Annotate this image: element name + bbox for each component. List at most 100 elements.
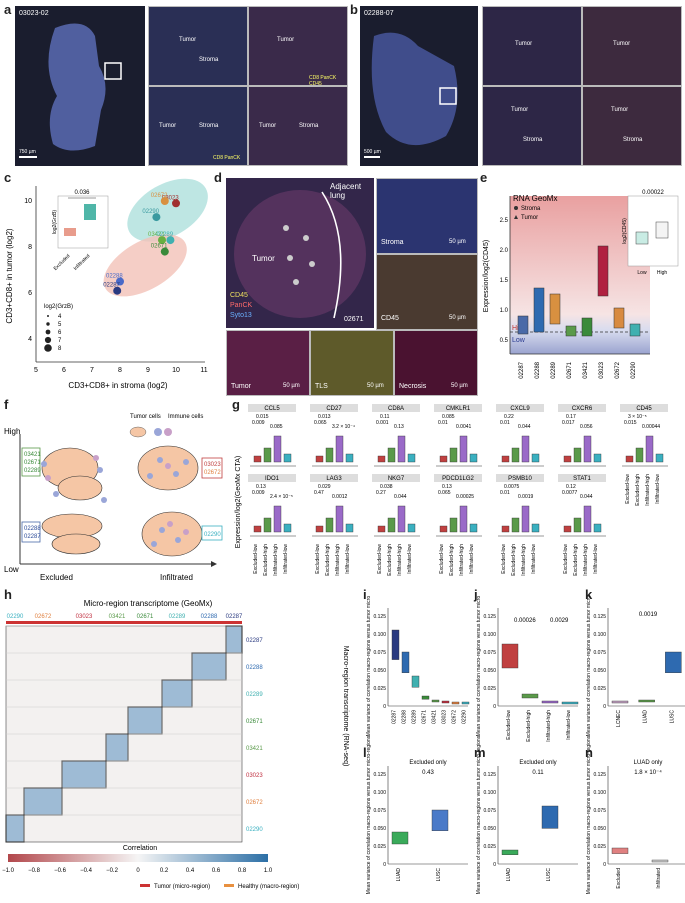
small-ytick: 0.025 bbox=[593, 686, 606, 692]
small-pvalue: 1.8 × 10⁻⁴ bbox=[634, 769, 662, 776]
small-xtick: 02289 bbox=[412, 710, 418, 724]
necrosis-label: Necrosis bbox=[399, 383, 427, 390]
stroma-label: Stroma bbox=[523, 137, 543, 143]
small-pvalue: 0.00026 bbox=[514, 618, 536, 624]
small-ytick: 0.125 bbox=[483, 772, 496, 778]
h-colorbar-tick: 0.4 bbox=[186, 868, 195, 874]
g-facet-header bbox=[434, 404, 482, 412]
c-point-label: 02288 bbox=[106, 274, 123, 280]
syto13-legend: Syto13 bbox=[230, 312, 252, 319]
tissue-section bbox=[371, 32, 458, 146]
c-point bbox=[152, 213, 161, 222]
small-box bbox=[651, 859, 669, 863]
g-box bbox=[407, 523, 416, 533]
panel-label-k: k bbox=[585, 587, 593, 602]
small-ytick: 0.125 bbox=[593, 772, 606, 778]
c-point-label: 02671 bbox=[151, 244, 168, 250]
g-group-label: Infiltrated-low bbox=[407, 544, 413, 574]
h-colorbar-tick: −0.8 bbox=[28, 868, 41, 874]
tumor-cell-icon bbox=[129, 426, 147, 438]
small-box bbox=[638, 699, 655, 703]
f-group-tr-2: 02672 bbox=[204, 470, 221, 476]
g-box bbox=[573, 517, 582, 533]
g-facet-header bbox=[558, 404, 606, 412]
small-box bbox=[441, 700, 450, 704]
e-xtick: 02289 bbox=[551, 361, 557, 378]
g-group-label: Excluded-high bbox=[573, 544, 579, 576]
c-ytick: 4 bbox=[28, 336, 32, 343]
small-ytick: 0.075 bbox=[483, 808, 496, 814]
e-inset-box-low bbox=[635, 231, 649, 245]
h-diagonal-cell bbox=[105, 733, 129, 762]
f-low-label: Low bbox=[4, 565, 19, 574]
g-box bbox=[253, 455, 262, 463]
c-point bbox=[113, 286, 122, 295]
scale-label: 50 µm bbox=[367, 383, 384, 389]
c-point bbox=[160, 247, 169, 256]
c-ytick: 8 bbox=[28, 244, 32, 251]
g-pvalue: 0.013 bbox=[318, 414, 331, 420]
panel-f-schematic: High Low Excluded Infiltrated Tumor cell… bbox=[4, 414, 223, 582]
g-group-label: Infiltrated-low bbox=[283, 544, 289, 574]
small-ytick: 0.075 bbox=[593, 808, 606, 814]
g-group-label: Infiltrated-low bbox=[345, 544, 351, 574]
c-xtick: 10 bbox=[172, 367, 180, 374]
panel-d-stroma: Stroma 50 µm bbox=[376, 178, 478, 254]
g-pvalue: 0.17 bbox=[566, 414, 576, 420]
h-diagonal-cell bbox=[225, 625, 243, 654]
g-box bbox=[335, 505, 344, 533]
small-ytick: 0.100 bbox=[483, 790, 496, 796]
h-diagonal-cell bbox=[191, 652, 227, 681]
g-box bbox=[449, 517, 458, 533]
small-xtick: Infiltrated-high bbox=[546, 710, 552, 742]
e-ytick: 1.5 bbox=[500, 278, 509, 284]
g-pvalue: 0.0077 bbox=[562, 490, 578, 496]
panel-label-e: e bbox=[480, 170, 488, 185]
g-facet-header bbox=[434, 474, 482, 482]
g-gene-label: CD27 bbox=[326, 406, 342, 412]
h-row-label: 02671 bbox=[246, 719, 263, 725]
h-colorbar bbox=[8, 854, 268, 862]
g-facet-header bbox=[310, 404, 358, 412]
g-facet-header bbox=[372, 404, 420, 412]
f-immune-cells-label: Immune cells bbox=[168, 414, 203, 420]
g-gene-label: CXCL9 bbox=[510, 406, 530, 412]
g-pvalue: 0.01 bbox=[500, 490, 510, 496]
e-ytick: 1.0 bbox=[500, 308, 509, 314]
h-row-label: 02290 bbox=[246, 827, 263, 833]
g-facet-header bbox=[496, 404, 544, 412]
panel-label-g: g bbox=[232, 397, 240, 412]
small-ytick: 0.100 bbox=[593, 632, 606, 638]
c-size-label: 7 bbox=[58, 338, 62, 344]
g-box bbox=[563, 525, 572, 533]
h-row-label: 03023 bbox=[246, 773, 263, 779]
tumor-label: Tumor bbox=[511, 107, 529, 113]
g-group-label: Excluded-high bbox=[263, 544, 269, 576]
h-col-label: 02289 bbox=[169, 614, 186, 620]
g-box bbox=[531, 453, 540, 463]
panel-b-overview-image: 02288-07 500 µm bbox=[360, 6, 478, 166]
e-xtick: 03421 bbox=[583, 361, 589, 378]
small-xtick: Excluded bbox=[616, 868, 622, 889]
panel-a-micro-3: Tumor Stroma CD8 PanCK bbox=[148, 86, 248, 166]
g-facet-header bbox=[248, 404, 296, 412]
e-xtick: 02671 bbox=[567, 361, 573, 378]
small-box bbox=[561, 701, 579, 705]
small-ytick: 0.075 bbox=[593, 650, 606, 656]
g-pvalue: 0.044 bbox=[518, 424, 531, 430]
panel-d-tumor: Tumor 50 µm bbox=[226, 330, 310, 396]
small-ytick: 0.025 bbox=[593, 844, 606, 850]
h-ylabel: Macro-region transcriptome (RNA-seq) bbox=[342, 646, 349, 767]
tumor-label: Tumor bbox=[611, 107, 629, 113]
e-inset-x-high: High bbox=[657, 270, 668, 276]
h-colorbar-tick: −0.4 bbox=[80, 868, 93, 874]
h-colorbar-tick: −0.2 bbox=[106, 868, 119, 874]
stroma-label: Stroma bbox=[623, 137, 643, 143]
size-legend-title: log2(GrzB) bbox=[44, 304, 73, 310]
g-pvalue: 0.0012 bbox=[332, 494, 348, 500]
small-xtick: Infiltrated bbox=[656, 868, 662, 889]
c-xtick: 7 bbox=[90, 367, 94, 374]
small-ylabel: Mean variance of correlation macro-regio… bbox=[366, 596, 372, 736]
g-box bbox=[253, 525, 262, 533]
c-ytick: 10 bbox=[24, 198, 32, 205]
